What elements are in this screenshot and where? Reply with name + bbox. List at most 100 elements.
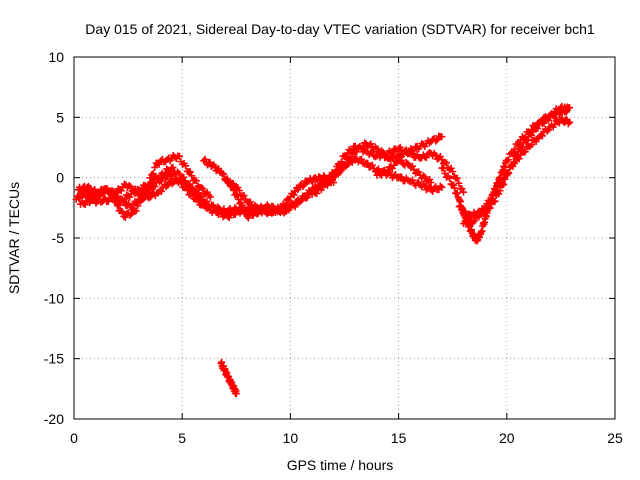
data-point <box>155 160 163 168</box>
data-point <box>475 213 483 221</box>
x-tick-label: 5 <box>178 430 186 446</box>
data-point <box>498 179 506 187</box>
data-point <box>246 198 254 206</box>
data-point <box>348 151 356 159</box>
data-point <box>169 163 177 171</box>
data-point <box>494 186 502 194</box>
data-point <box>132 207 140 215</box>
data-point <box>223 175 231 183</box>
data-point <box>114 202 122 210</box>
data-point <box>451 184 459 192</box>
data-point <box>104 197 112 205</box>
data-point <box>175 152 183 160</box>
data-point <box>378 171 386 179</box>
data-point <box>398 173 406 181</box>
data-point <box>534 124 542 132</box>
data-point <box>358 155 366 163</box>
x-tick-label: 20 <box>499 430 515 446</box>
x-axis-label: GPS time / hours <box>287 457 394 473</box>
data-point <box>561 108 569 116</box>
data-point <box>538 132 546 140</box>
data-point <box>186 168 194 176</box>
y-tick-label: -20 <box>44 411 64 427</box>
y-axis-label: SDTVAR / TECUs <box>6 182 22 294</box>
data-point <box>566 118 574 126</box>
x-tick-label: 0 <box>70 430 78 446</box>
data-point <box>240 191 248 199</box>
data-point <box>157 187 165 195</box>
data-point <box>182 162 190 170</box>
data-point <box>477 209 485 217</box>
data-point <box>103 185 111 193</box>
data-point <box>455 179 463 187</box>
data-point <box>134 202 142 210</box>
data-point <box>151 164 159 171</box>
data-point <box>446 174 454 182</box>
data-point <box>184 182 192 190</box>
data-point <box>449 168 457 176</box>
x-axis-ticks: 0 5 10 15 20 25 <box>70 57 623 446</box>
data-point <box>117 187 125 195</box>
y-tick-label: 10 <box>48 49 64 65</box>
data-point <box>439 164 447 172</box>
data-point <box>342 160 350 168</box>
data-point <box>120 197 128 205</box>
data-point <box>149 170 157 178</box>
data-point <box>456 202 464 210</box>
data-point <box>453 174 461 182</box>
plot-frame <box>73 56 616 420</box>
data-point <box>529 128 537 136</box>
chart-title: Day 015 of 2021, Sidereal Day-to-day VTE… <box>85 21 595 37</box>
data-point <box>195 189 203 197</box>
data-point <box>112 197 120 205</box>
x-tick-label: 25 <box>607 430 623 446</box>
data-points <box>72 102 574 398</box>
data-point <box>460 188 468 196</box>
y-tick-label: 0 <box>56 170 64 186</box>
data-point <box>121 213 129 221</box>
data-point <box>235 187 243 195</box>
y-tick-label: -10 <box>44 290 64 306</box>
y-axis-ticks: -20 -15 -10 -5 0 5 10 <box>44 49 615 427</box>
data-point <box>558 114 566 122</box>
data-point <box>367 140 375 148</box>
data-point <box>313 189 321 197</box>
data-point <box>443 159 451 167</box>
data-point <box>215 165 223 173</box>
data-point <box>427 178 435 186</box>
data-point <box>299 182 307 190</box>
data-point <box>347 155 355 163</box>
data-point <box>309 178 317 186</box>
data-point <box>127 183 135 191</box>
data-point <box>143 186 151 194</box>
data-point <box>145 181 153 189</box>
data-point <box>453 189 461 197</box>
data-point <box>379 149 387 157</box>
data-point <box>220 170 228 178</box>
data-point <box>500 174 508 182</box>
data-point <box>504 169 512 177</box>
data-point <box>81 201 89 209</box>
data-point <box>290 191 298 199</box>
data-point <box>206 193 214 201</box>
data-point <box>203 197 211 205</box>
x-tick-label: 15 <box>391 430 407 446</box>
data-point <box>521 148 529 156</box>
data-point <box>523 136 531 144</box>
data-point <box>511 159 519 167</box>
data-point <box>515 155 523 163</box>
data-point <box>336 168 344 176</box>
data-point <box>364 159 372 167</box>
data-point <box>192 177 200 185</box>
data-point <box>280 208 288 216</box>
data-point <box>188 172 196 180</box>
data-point <box>470 217 478 225</box>
data-point <box>487 196 495 204</box>
data-point <box>232 390 240 398</box>
data-point <box>566 104 574 112</box>
data-point <box>137 188 145 196</box>
data-point <box>438 183 446 191</box>
data-point <box>438 133 446 141</box>
data-point <box>229 180 237 188</box>
